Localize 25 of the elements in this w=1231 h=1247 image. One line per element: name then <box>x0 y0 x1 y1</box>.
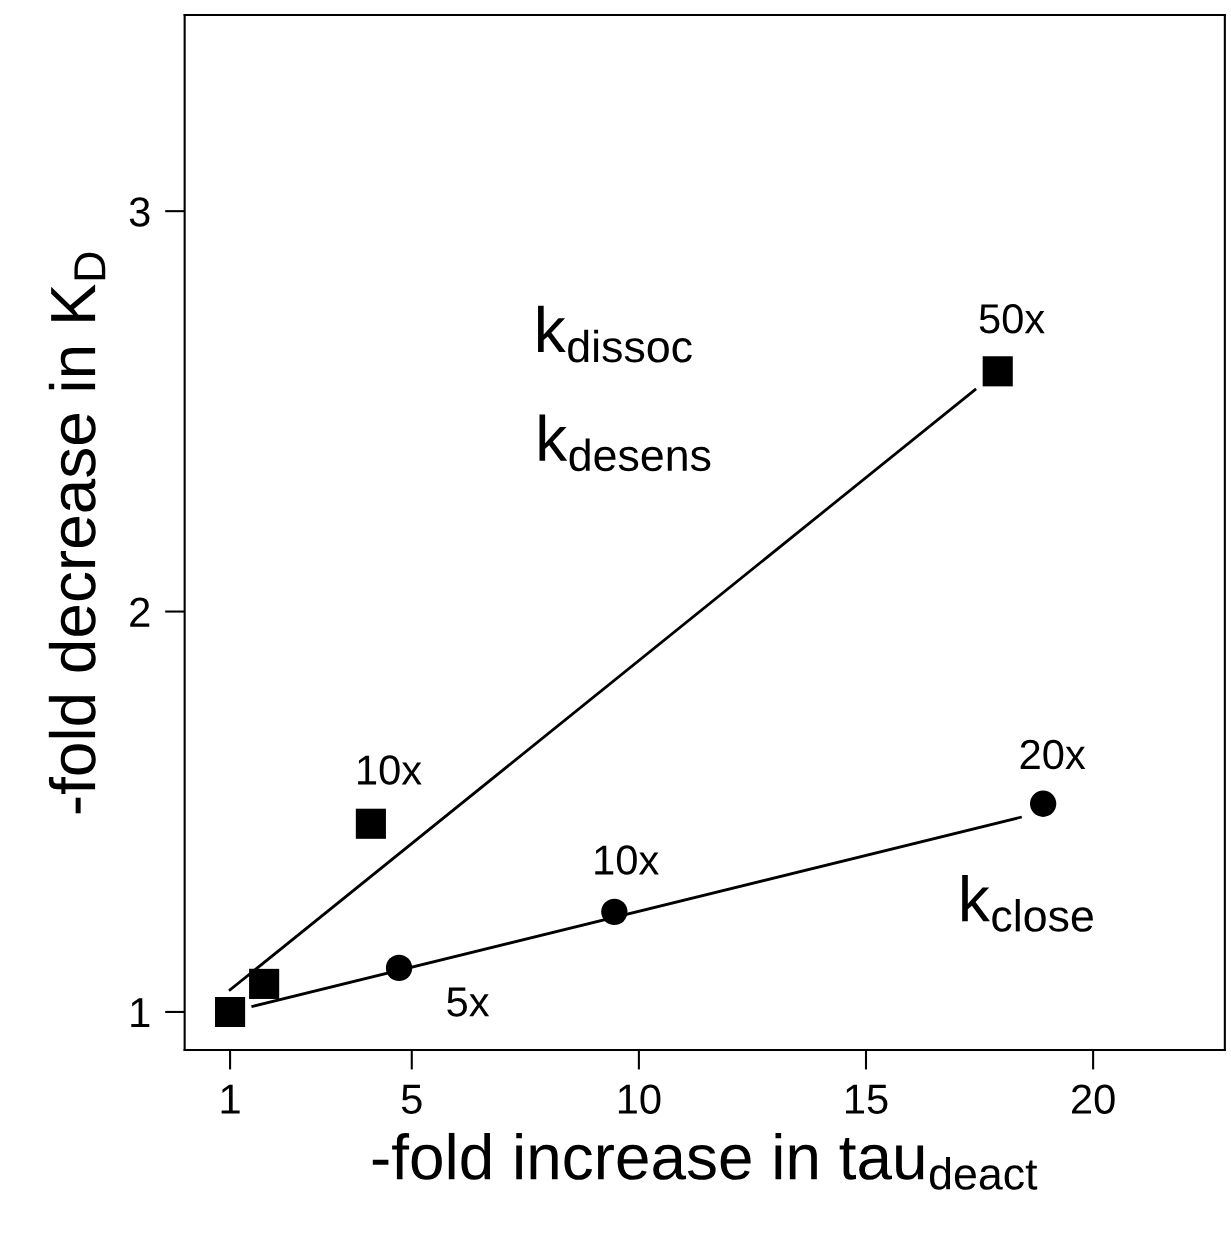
y-tick-label: 1 <box>131 998 150 1028</box>
annotation: 20x <box>1020 739 1086 770</box>
point <box>385 954 413 982</box>
annotation: 50x <box>979 304 1045 334</box>
x-tick-label: 1 <box>221 1084 240 1114</box>
point <box>249 968 280 999</box>
point <box>215 996 246 1027</box>
annotation: 10x <box>358 755 422 785</box>
y-tick-label: 3 <box>129 197 150 227</box>
point <box>982 356 1013 387</box>
point <box>601 898 628 926</box>
annotation: k$_{desens}$ <box>539 414 711 472</box>
annotation: 5x <box>447 987 490 1017</box>
annotation: k$_{dissoc}$ <box>538 305 692 363</box>
annotation: 10x <box>595 845 659 875</box>
annotation: k$_{close}$ <box>962 874 1093 932</box>
x-axis-title: -fold increase in tau$_{deact}$ <box>372 1132 1038 1190</box>
x-tick-label: 20 <box>1072 1084 1115 1114</box>
y-tick-label: 2 <box>130 597 150 627</box>
point <box>355 808 386 839</box>
x-tick-label: 10 <box>618 1084 661 1114</box>
point <box>1029 790 1057 817</box>
y-axis-title: -fold decrease in K$_{D}$ <box>48 252 106 814</box>
x-tick-label: 15 <box>846 1084 888 1114</box>
x-tick-label: 5 <box>401 1084 422 1114</box>
